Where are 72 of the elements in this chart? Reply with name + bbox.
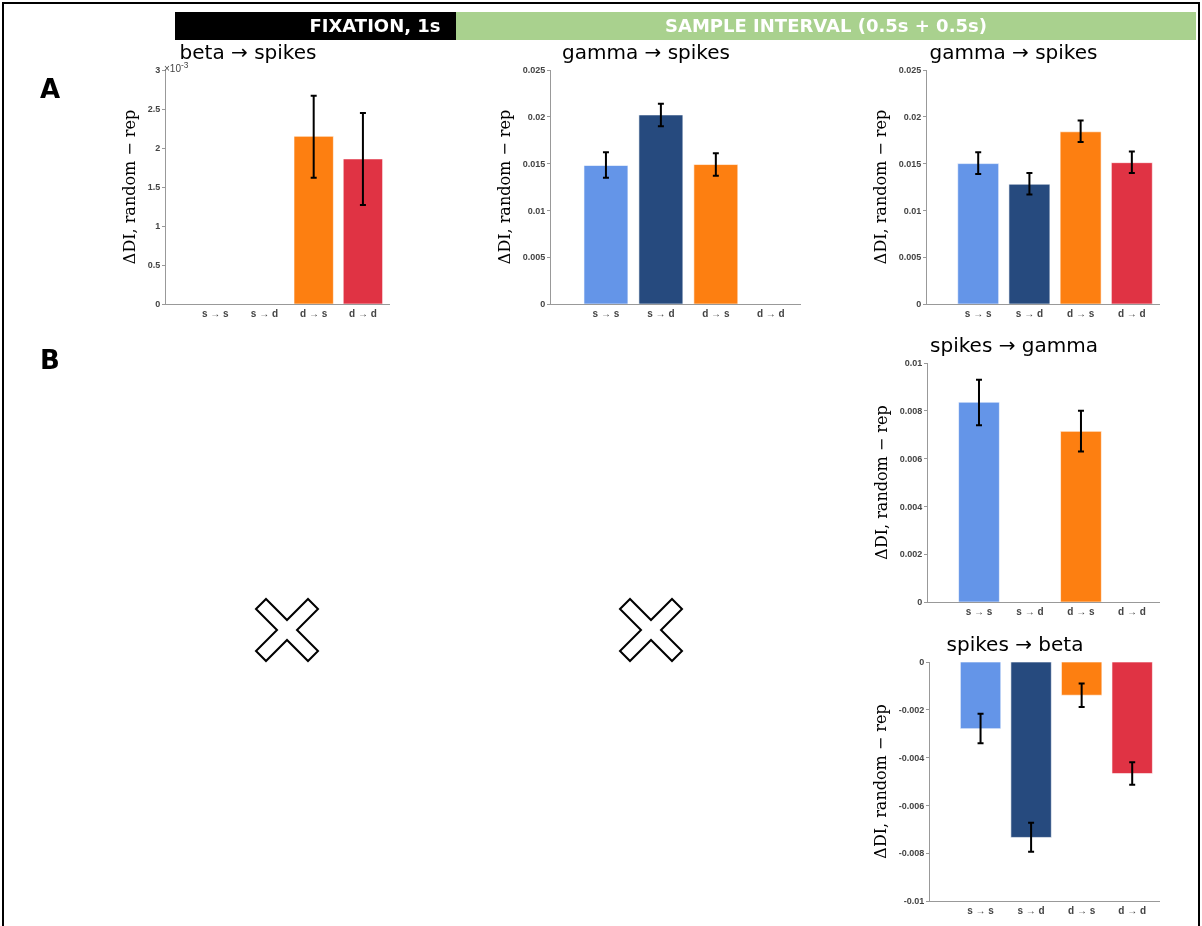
y-tick-label: 0.01	[904, 358, 923, 369]
y-tick-label: 0.015	[898, 158, 922, 169]
x-tick-label: d → s	[1067, 308, 1095, 319]
y-tick-label: 0.5	[147, 260, 161, 271]
y-tick-label: -0.002	[898, 704, 925, 715]
x-tick-label: s → d	[1015, 308, 1044, 319]
x-tick-label: d → d	[1117, 308, 1146, 319]
y-axis-title: ΔDI, random − rep	[871, 405, 891, 560]
chart-title: gamma → spikes	[562, 40, 730, 64]
y-tick-label: -0.006	[898, 800, 925, 811]
y-axis-title: ΔDI, random − rep	[870, 704, 890, 859]
x-tick-label: s → s	[201, 308, 229, 319]
y-tick-label: 0.015	[522, 158, 546, 169]
bar	[1059, 131, 1102, 304]
y-tick-label: 2.5	[147, 104, 161, 115]
annotation: ×10$^{-3}$	[164, 60, 189, 75]
bar	[638, 114, 684, 304]
text: FIXATION, 1s	[175, 12, 575, 40]
x-tick-label: d → s	[1068, 905, 1096, 916]
y-axis-title: ΔDI, random − rep	[494, 109, 514, 265]
x-tick-label: d → d	[1118, 905, 1147, 916]
y-tick-label: 0.004	[899, 501, 923, 512]
y-tick-label: 0.025	[898, 65, 922, 76]
y-tick-label: 0.025	[522, 65, 546, 76]
y-tick-label: 0	[540, 299, 546, 310]
x-tick-label: s → s	[967, 905, 995, 916]
x-tick-label: s → d	[1017, 905, 1045, 916]
y-tick-label: 0	[917, 597, 923, 608]
chart-title: spikes → beta	[946, 632, 1084, 656]
x-tick-label: d → s	[300, 308, 328, 319]
y-tick-label: -0.004	[898, 752, 925, 763]
x-tick-label: s → s	[964, 308, 992, 319]
y-tick-label: 0.002	[899, 549, 923, 560]
y-tick-label: 0.01	[903, 205, 922, 216]
y-tick-label: -0.01	[903, 896, 925, 907]
x-tick-label: s → s	[592, 308, 620, 319]
x-tick-label: d → d	[349, 308, 377, 319]
y-tick-label: 0.02	[527, 111, 546, 122]
y-tick-label: 0.008	[899, 405, 923, 416]
chart-title: gamma → spikes	[929, 40, 1098, 64]
x-tick-label: s → s	[965, 606, 993, 617]
x-tick-label: s → d	[250, 308, 279, 319]
y-tick-label: -0.008	[898, 848, 925, 859]
chart-title: spikes → gamma	[930, 333, 1098, 357]
x-tick-label: d → d	[1118, 606, 1146, 617]
y-tick-label: 0.02	[903, 111, 922, 122]
text: B	[40, 345, 60, 375]
bar	[693, 164, 739, 304]
bar	[583, 164, 629, 304]
y-tick-label: 0	[916, 299, 922, 310]
y-tick-label: 0	[155, 299, 161, 310]
x-tick-label: d → d	[756, 308, 785, 319]
y-tick-label: 0	[919, 657, 925, 668]
x-tick-label: s → d	[1016, 606, 1044, 617]
x-tick-label: s → d	[647, 308, 675, 319]
bar	[957, 163, 1000, 304]
y-tick-label: 3	[155, 65, 161, 76]
y-tick-label: 0.01	[527, 205, 546, 216]
x-tick-label: d → s	[702, 308, 730, 319]
x-tick-label: d → s	[1067, 606, 1096, 617]
y-tick-label: 1	[155, 221, 161, 232]
bar	[1110, 162, 1153, 304]
text: SAMPLE INTERVAL (0.5s + 0.5s)	[456, 12, 1196, 40]
y-tick-label: 0.005	[522, 252, 546, 263]
y-tick-label: 2	[155, 143, 161, 154]
bar	[1008, 183, 1051, 304]
text: A	[40, 74, 61, 104]
y-axis-title: ΔDI, random − rep	[870, 109, 890, 265]
y-axis-title: ΔDI, random − rep	[119, 109, 139, 265]
y-tick-label: 0.005	[898, 252, 922, 263]
y-tick-label: 1.5	[147, 182, 161, 193]
y-tick-label: 0.006	[899, 453, 923, 464]
